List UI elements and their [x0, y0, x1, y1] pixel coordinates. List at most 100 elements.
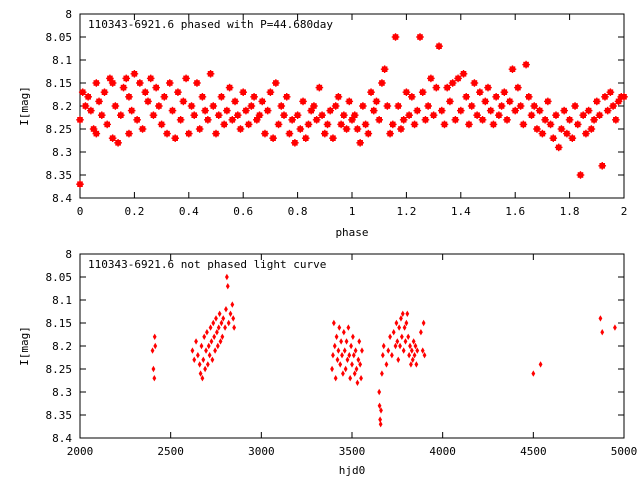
- unphased-data-point: [210, 356, 215, 363]
- phased-data-point: [451, 116, 460, 124]
- phased-data-point: [595, 111, 604, 119]
- phased-data-point: [538, 129, 547, 138]
- phased-data-point: [228, 116, 237, 124]
- unphased-data-point: [152, 333, 157, 340]
- unphased-data-point: [341, 329, 346, 336]
- phased-data-point: [76, 180, 84, 188]
- unphased-data-point: [333, 375, 338, 382]
- unphased-plot-ticks: [79, 253, 625, 439]
- unphased-data-point: [355, 379, 360, 386]
- unphased-data-point: [349, 342, 353, 350]
- unphased-y-tick-label: 8.15: [46, 317, 73, 330]
- phased-data-point: [179, 97, 188, 106]
- phased-data-point: [500, 88, 509, 96]
- phased-data-point: [315, 83, 324, 92]
- phased-data-point: [247, 102, 256, 110]
- unphased-data-point: [207, 352, 212, 359]
- phased-data-point: [345, 97, 354, 106]
- phased-data-point: [127, 106, 136, 115]
- phased-data-point: [187, 102, 196, 110]
- phased-data-point: [489, 120, 498, 129]
- phased-data-point: [467, 102, 476, 110]
- phased-y-tick-labels: 8 8.05 8.1 8.15 8.2 8.25 8.3 8.35 8.4: [46, 8, 73, 205]
- unphased-data-point: [351, 352, 356, 359]
- unphased-data-point: [219, 319, 224, 327]
- phased-data-point: [516, 102, 525, 110]
- unphased-x-tick-label: 4000: [429, 445, 456, 458]
- unphased-data-point: [600, 329, 605, 336]
- phased-data-point: [372, 97, 381, 106]
- phased-data-point: [114, 139, 122, 147]
- unphased-data-point: [415, 347, 420, 354]
- phased-data-point: [277, 102, 286, 110]
- phased-data-point: [318, 111, 326, 119]
- unphased-data-point: [354, 365, 359, 373]
- phased-data-point: [576, 171, 585, 179]
- phased-data-point: [291, 139, 299, 147]
- unphased-y-tick-label: 8.05: [46, 271, 73, 284]
- unphased-data-point: [339, 338, 344, 345]
- phased-data-point: [285, 129, 294, 138]
- phased-data-point: [95, 97, 103, 106]
- phased-data-point: [364, 129, 373, 138]
- phased-data-point: [356, 139, 364, 147]
- unphased-data-point: [409, 361, 413, 368]
- unphased-data-point: [225, 283, 230, 290]
- unphased-x-axis-label: hjd0: [339, 464, 366, 477]
- phased-data-point: [214, 111, 223, 119]
- phased-data-point: [190, 111, 199, 119]
- phased-data-point: [427, 74, 435, 83]
- phased-data-point: [486, 106, 495, 115]
- phased-data-point: [274, 120, 283, 129]
- phased-y-tick-label: 8.4: [52, 192, 72, 205]
- unphased-data-point: [231, 315, 236, 322]
- phased-data-point: [299, 97, 307, 106]
- unphased-data-point: [410, 356, 415, 363]
- phased-data-point: [301, 134, 310, 142]
- phased-data-point: [76, 116, 84, 124]
- phased-data-point: [258, 97, 267, 106]
- phased-data-point: [435, 42, 443, 50]
- phased-data-point: [508, 65, 517, 73]
- phased-data-point: [557, 125, 566, 133]
- unphased-data-point: [531, 370, 536, 377]
- phased-data-point: [334, 93, 343, 101]
- unphased-data-point: [357, 338, 362, 345]
- phased-y-tick-label: 8.25: [46, 123, 73, 136]
- unphased-data-point: [334, 333, 339, 340]
- unphased-y-tick-label: 8.2: [52, 340, 72, 353]
- phased-data-point: [609, 102, 617, 110]
- phased-data-point: [413, 106, 422, 115]
- unphased-data-point: [391, 329, 396, 336]
- unphased-data-point: [190, 347, 195, 354]
- phased-data-point: [160, 93, 169, 101]
- phased-data-point: [402, 88, 411, 96]
- phased-data-point: [185, 129, 193, 138]
- unphased-data-point: [230, 301, 235, 308]
- phased-x-tick-label: 2: [621, 205, 628, 218]
- phased-data-point: [448, 79, 457, 87]
- phased-x-tick-label: 1.4: [451, 205, 471, 218]
- unphased-x-tick-label: 5000: [611, 445, 638, 458]
- unphased-y-tick-label: 8.35: [46, 409, 73, 422]
- phased-data-point: [280, 111, 288, 119]
- phased-data-point: [383, 102, 392, 110]
- unphased-data-point: [337, 324, 342, 331]
- phased-data-point: [405, 111, 413, 119]
- phased-data-point: [157, 120, 166, 129]
- phased-data-point: [603, 106, 612, 115]
- phased-x-tick-label: 0.6: [233, 205, 253, 218]
- phased-data-point: [176, 116, 185, 124]
- phased-x-tick-label: 1.6: [505, 205, 525, 218]
- unphased-data-points: [150, 273, 617, 428]
- phased-data-point: [440, 120, 449, 129]
- phased-data-point: [432, 83, 441, 92]
- phased-data-point: [163, 129, 171, 138]
- unphased-x-tick-label: 2500: [157, 445, 184, 458]
- phased-data-point: [519, 120, 528, 129]
- unphased-y-tick-label: 8.1: [52, 294, 72, 307]
- unphased-data-point: [347, 352, 352, 359]
- phased-data-point: [527, 111, 536, 119]
- unphased-data-point: [398, 342, 402, 350]
